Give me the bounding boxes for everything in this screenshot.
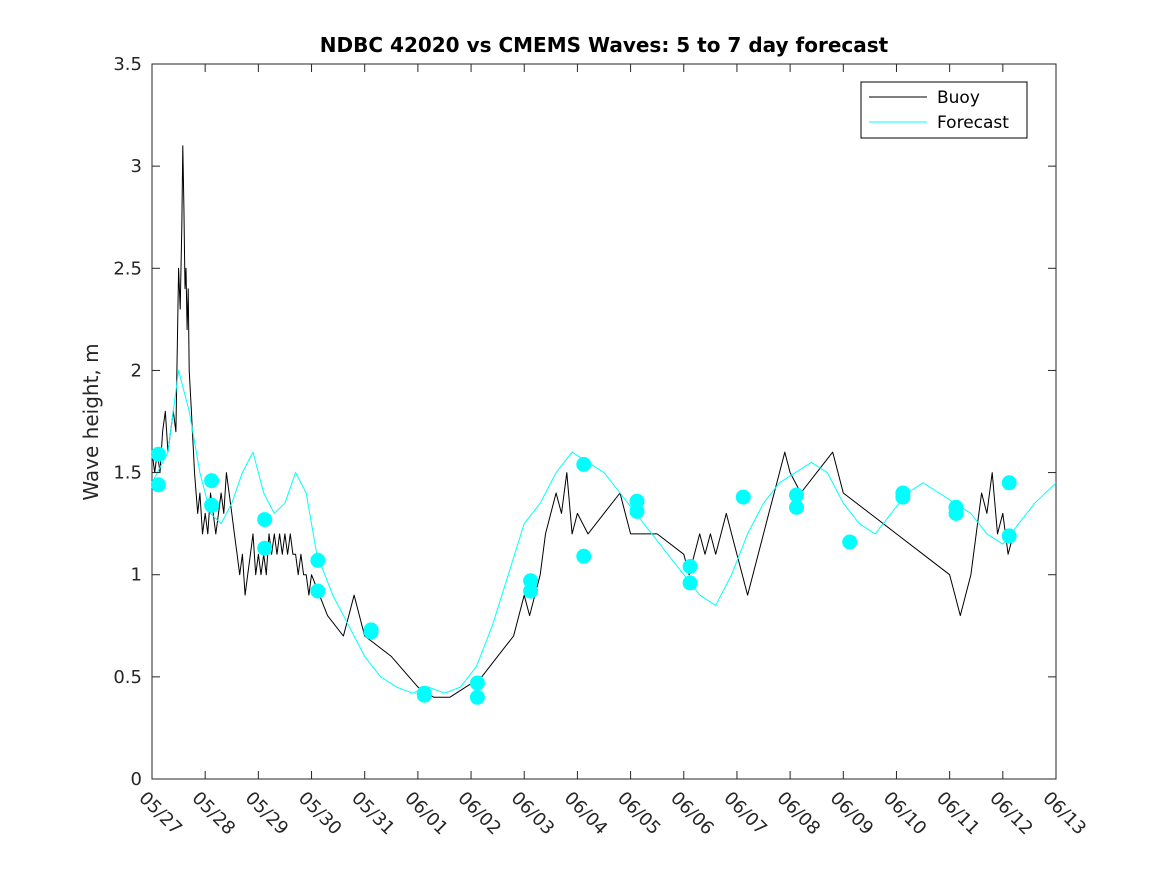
forecast-marker (842, 534, 858, 550)
forecast-marker (576, 456, 592, 472)
forecast-marker (735, 489, 751, 505)
y-tick-label: 1.5 (113, 463, 142, 484)
y-tick-label: 2 (131, 360, 142, 381)
forecast-marker (469, 675, 485, 691)
legend-label-forecast: Forecast (937, 113, 1009, 133)
forecast-marker (1001, 475, 1017, 491)
chart-title: NDBC 42020 vs CMEMS Waves: 5 to 7 day fo… (320, 33, 889, 57)
forecast-marker (363, 624, 379, 640)
forecast-marker (1001, 528, 1017, 544)
y-tick-label: 0 (131, 769, 142, 790)
y-tick-label: 3 (131, 156, 142, 177)
plot-area (151, 63, 1057, 780)
series-layer (151, 145, 1057, 698)
forecast-marker (789, 499, 804, 515)
forecast-marker (204, 473, 220, 489)
forecast-marker (682, 559, 698, 574)
legend-label-buoy: Buoy (937, 88, 980, 108)
forecast-marker (150, 446, 166, 462)
forecast-marker (682, 575, 698, 591)
marker-layer (150, 446, 1017, 705)
forecast-marker (150, 477, 166, 493)
forecast-marker (629, 503, 645, 519)
y-tick-label: 2.5 (113, 258, 142, 279)
forecast-marker (257, 512, 273, 528)
y-tick-label: 1 (131, 565, 142, 586)
forecast-marker (257, 540, 273, 556)
legend-box (860, 81, 1028, 139)
forecast-marker (469, 689, 485, 705)
forecast-marker (895, 489, 911, 505)
forecast-marker (310, 583, 326, 599)
legend: Buoy Forecast (860, 81, 1028, 139)
forecast-marker (523, 583, 539, 599)
forecast-marker (310, 552, 326, 568)
series-line-buoy (151, 145, 1014, 698)
y-tick-label: 3.5 (113, 54, 142, 75)
y-axis-label: Wave height, m (79, 343, 103, 500)
forecast-marker (416, 687, 432, 703)
forecast-marker (948, 505, 964, 521)
y-tick-label: 0.5 (113, 667, 142, 688)
forecast-marker (204, 497, 220, 513)
forecast-marker (576, 548, 592, 564)
series-line-forecast (151, 369, 1057, 694)
